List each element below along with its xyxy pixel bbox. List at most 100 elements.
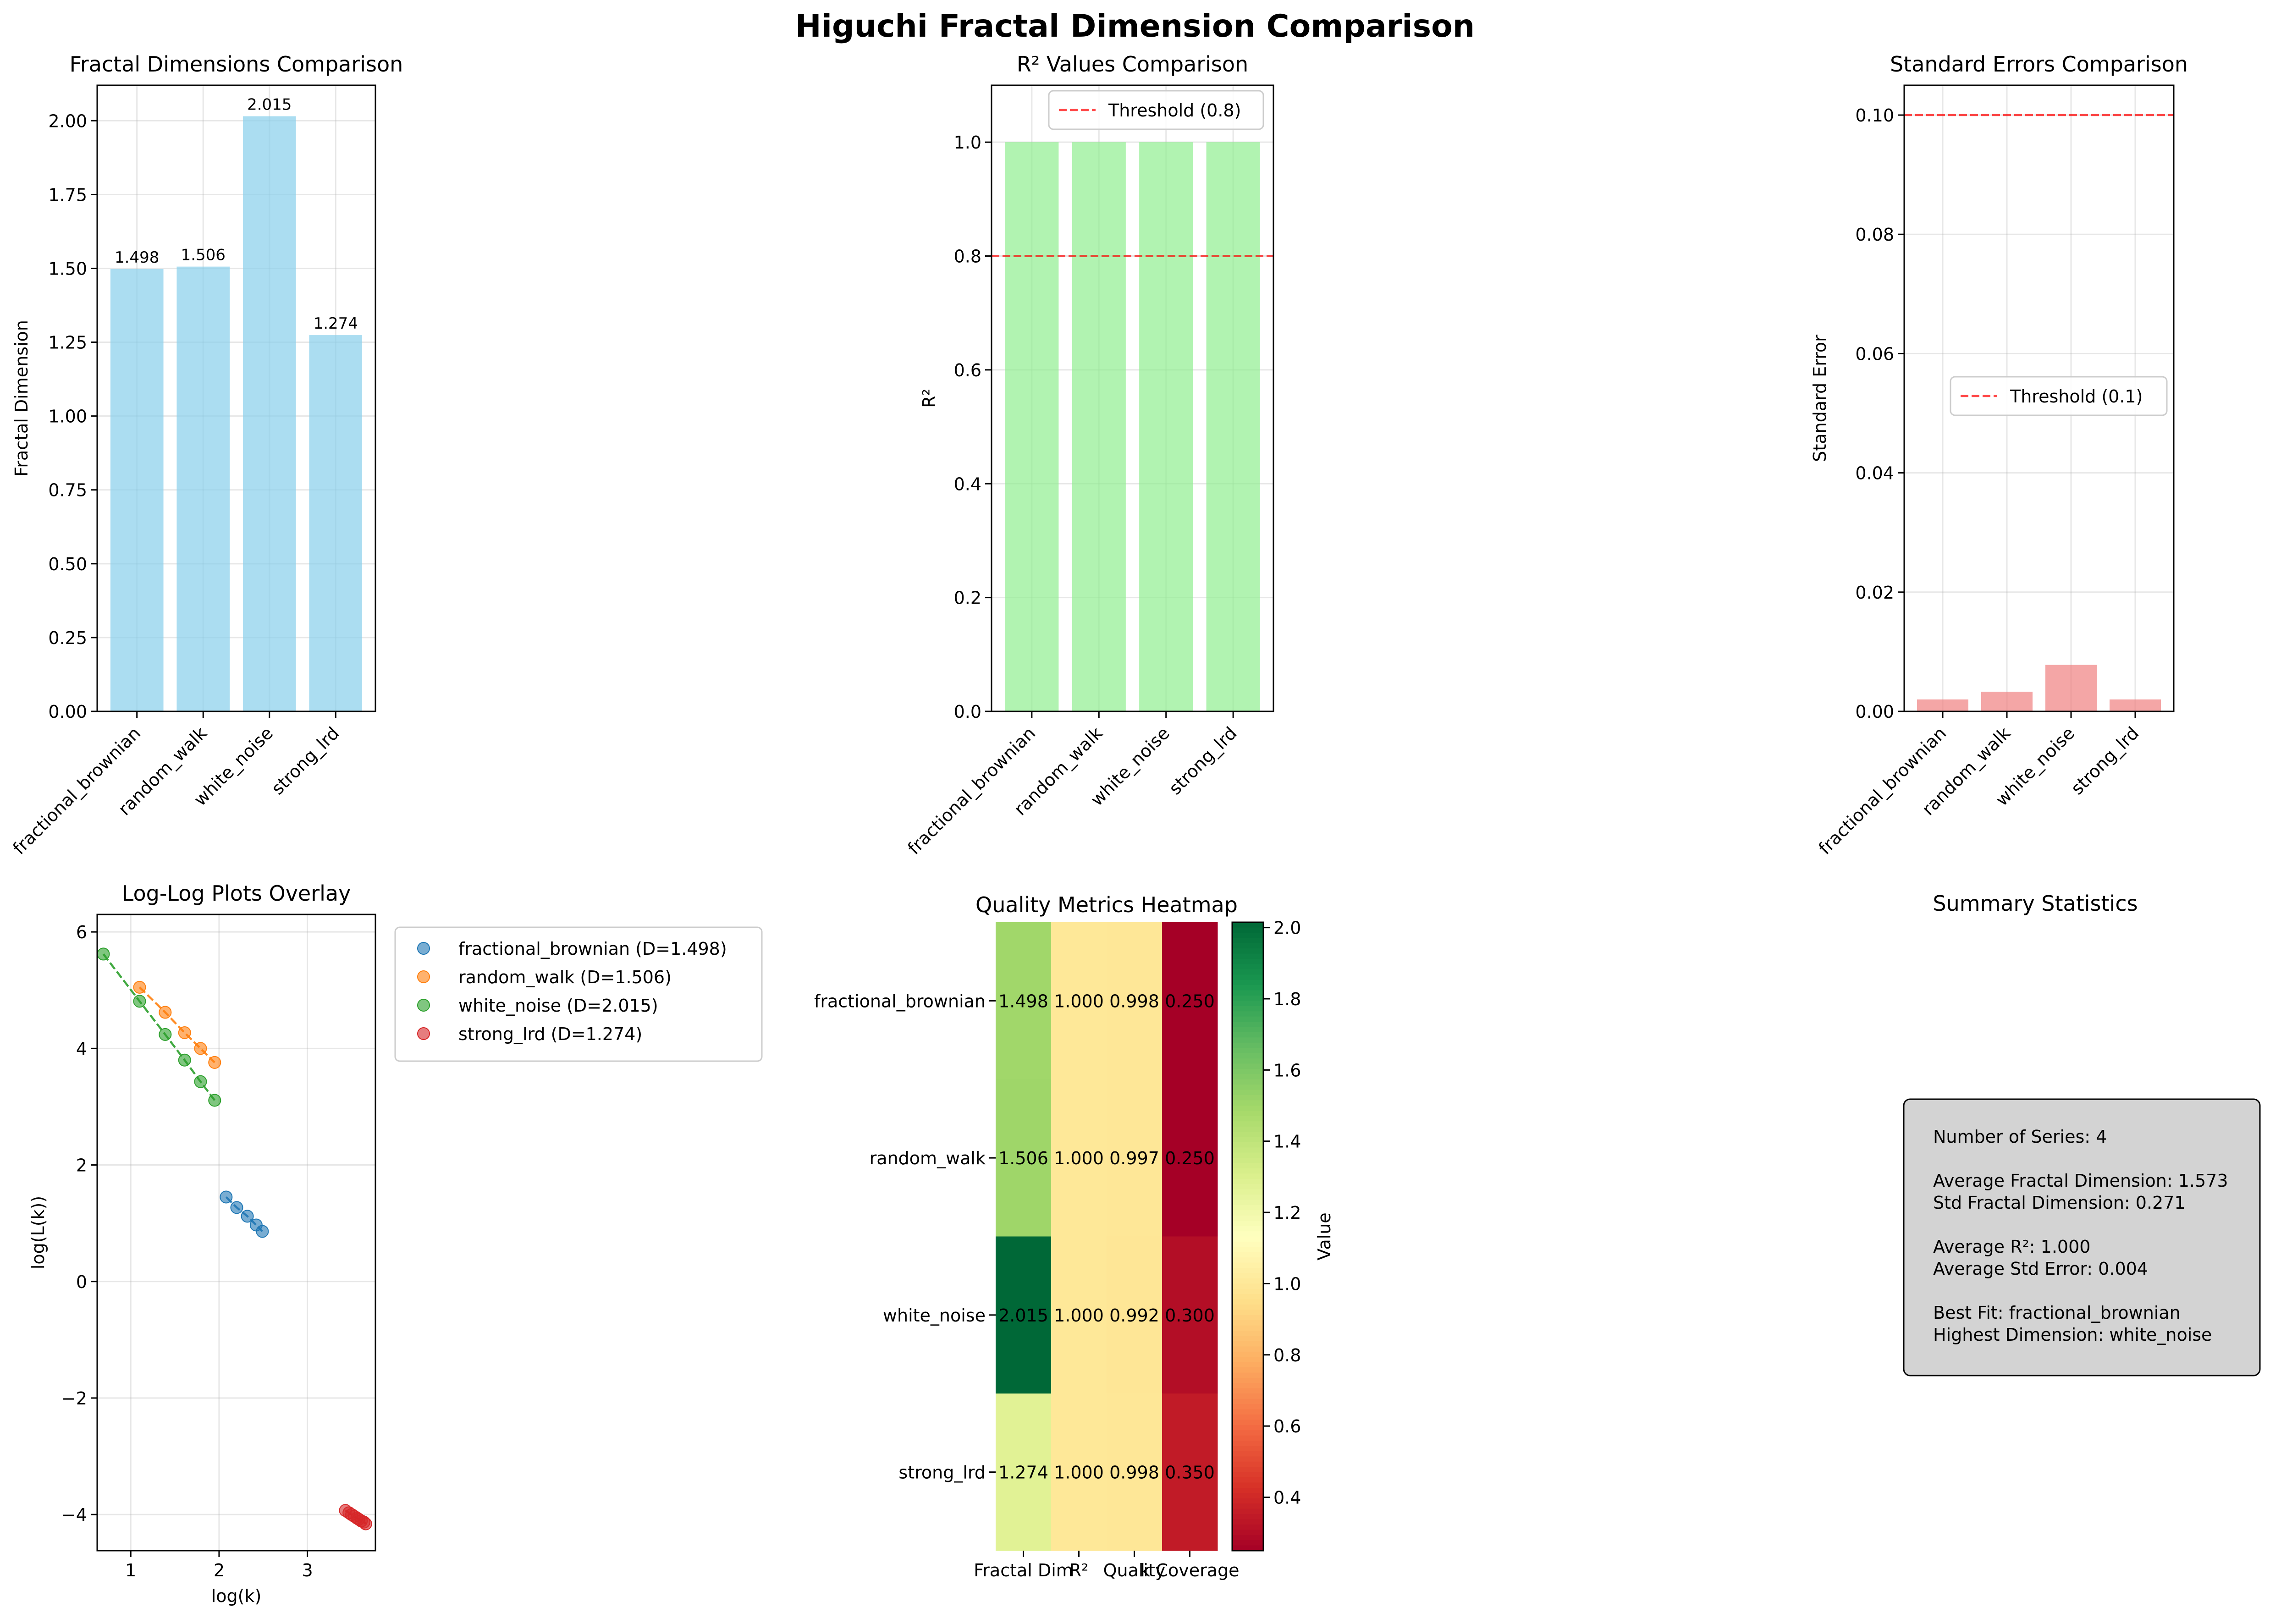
y-tick-label: −4: [61, 1505, 87, 1525]
heatmap-cell: [996, 1079, 1052, 1237]
y-tick-label: 0.00: [1855, 702, 1894, 722]
heatmap-cell-label: 0.998: [1109, 991, 1159, 1011]
y-tick-label: 4: [76, 1039, 87, 1059]
heatmap-cell: [996, 1393, 1052, 1551]
legend-label: Threshold (0.8): [1108, 100, 1241, 121]
row-label: strong_lrd: [898, 1463, 986, 1483]
colorbar-tick-label: 1.0: [1273, 1274, 1301, 1294]
heatmap-cell: [1162, 1393, 1218, 1551]
heatmap-cell: [1107, 1236, 1163, 1394]
colorbar-segment: [1232, 948, 1263, 954]
chart-title: Fractal Dimensions Comparison: [70, 52, 403, 77]
heatmap-cell-label: 0.250: [1165, 991, 1215, 1011]
legend-box: [1048, 90, 1264, 130]
colorbar-segment: [1232, 1451, 1263, 1457]
y-tick-label: 0.2: [954, 588, 981, 608]
heatmap-cell: [1051, 922, 1107, 1080]
colorbar-segment: [1232, 1142, 1263, 1148]
colorbar-segment: [1232, 1482, 1263, 1488]
colorbar-segment: [1232, 1362, 1263, 1368]
heatmap-cell-label: 0.300: [1165, 1305, 1215, 1326]
colorbar-segment: [1232, 1367, 1263, 1373]
scatter-point: [194, 1042, 207, 1055]
heatmap-cell: [1107, 922, 1163, 1080]
colorbar-segment: [1232, 943, 1263, 949]
y-axis-label: log(L(k)): [28, 1196, 48, 1269]
colorbar-segment: [1232, 1294, 1263, 1300]
y-tick-label: 0.10: [1855, 105, 1894, 126]
colorbar-segment: [1232, 1487, 1263, 1494]
colorbar-segment: [1232, 953, 1263, 959]
x-tick-label: 1: [125, 1560, 136, 1580]
heatmap-cell-label: 2.015: [998, 1305, 1048, 1326]
y-tick-label: 0.04: [1855, 463, 1894, 484]
scatter-point: [359, 1517, 372, 1530]
legend-label: Threshold (0.1): [2010, 386, 2143, 407]
colorbar-segment: [1232, 1472, 1263, 1478]
colorbar-tick-label: 1.8: [1273, 989, 1301, 1009]
heatmap-cell-label: 1.000: [1054, 991, 1104, 1011]
y-tick-label: 1.75: [48, 185, 87, 205]
colorbar-segment: [1232, 1425, 1263, 1431]
scatter-point: [159, 1006, 172, 1019]
heatmap-cell-label: 1.000: [1054, 1305, 1104, 1326]
colorbar-segment: [1232, 1085, 1263, 1090]
colorbar-segment: [1232, 1524, 1263, 1530]
chart-title: R² Values Comparison: [1017, 52, 1248, 77]
colorbar-segment: [1232, 1404, 1263, 1410]
colorbar-segment: [1232, 1226, 1263, 1232]
y-tick-label: 1.50: [48, 259, 87, 279]
bar: [1005, 142, 1059, 711]
colorbar-segment: [1232, 1210, 1263, 1216]
summary-line: Best Fit: fractional_brownian: [1933, 1303, 2181, 1323]
colorbar-segment: [1232, 1063, 1263, 1069]
heatmap-cell: [1051, 1079, 1107, 1237]
scatter-point: [241, 1210, 254, 1223]
colorbar-segment: [1232, 1042, 1263, 1049]
colorbar-segment: [1232, 1262, 1263, 1269]
colorbar-tick-label: 1.2: [1273, 1203, 1301, 1223]
heatmap-cell-label: 0.250: [1165, 1148, 1215, 1168]
colorbar-segment: [1232, 1430, 1263, 1436]
colorbar-segment: [1232, 1126, 1263, 1132]
colorbar-segment: [1232, 1121, 1263, 1127]
scatter-point: [159, 1028, 172, 1041]
colorbar-segment: [1232, 1467, 1263, 1473]
x-tick-label: 2: [214, 1560, 225, 1580]
colorbar-segment: [1232, 1372, 1263, 1378]
colorbar-segment: [1232, 1268, 1263, 1274]
plot-frame: [96, 84, 376, 712]
colorbar-segment: [1232, 1163, 1263, 1169]
fit-line: [102, 953, 216, 1101]
colorbar-segment: [1232, 1178, 1263, 1185]
heatmap-cell-label: 0.992: [1109, 1305, 1159, 1326]
colorbar-frame: [1231, 921, 1264, 1552]
y-tick-label: 0.25: [48, 628, 87, 648]
figure-title: Higuchi Fractal Dimension Comparison: [795, 8, 1475, 44]
colorbar-segment: [1232, 1545, 1263, 1551]
colorbar-tick-label: 2.0: [1273, 918, 1301, 938]
colorbar-segment: [1232, 932, 1263, 939]
colorbar-segment: [1232, 1095, 1263, 1101]
y-tick-label: 0.08: [1855, 225, 1894, 245]
colorbar-segment: [1232, 1341, 1263, 1347]
colorbar-segment: [1232, 980, 1263, 986]
heatmap-cell-label: 1.274: [998, 1463, 1048, 1483]
colorbar-segment: [1232, 1001, 1263, 1007]
colorbar-segment: [1232, 1535, 1263, 1541]
colorbar-segment: [1232, 1158, 1263, 1164]
colorbar-segment: [1232, 1152, 1263, 1159]
chart-title: Standard Errors Comparison: [1890, 52, 2188, 77]
heatmap-cell: [1162, 922, 1218, 1080]
legend-marker: [417, 999, 430, 1012]
colorbar-segment: [1232, 1132, 1263, 1138]
fit-line: [138, 986, 215, 1063]
bar: [1917, 699, 1968, 711]
colorbar-segment: [1232, 1022, 1263, 1028]
colorbar-segment: [1232, 1205, 1263, 1211]
colorbar-segment: [1232, 974, 1263, 980]
bar: [242, 116, 296, 712]
bar: [1981, 692, 2033, 711]
colorbar-segment: [1232, 1053, 1263, 1059]
colorbar-tick-label: 0.4: [1273, 1487, 1301, 1508]
